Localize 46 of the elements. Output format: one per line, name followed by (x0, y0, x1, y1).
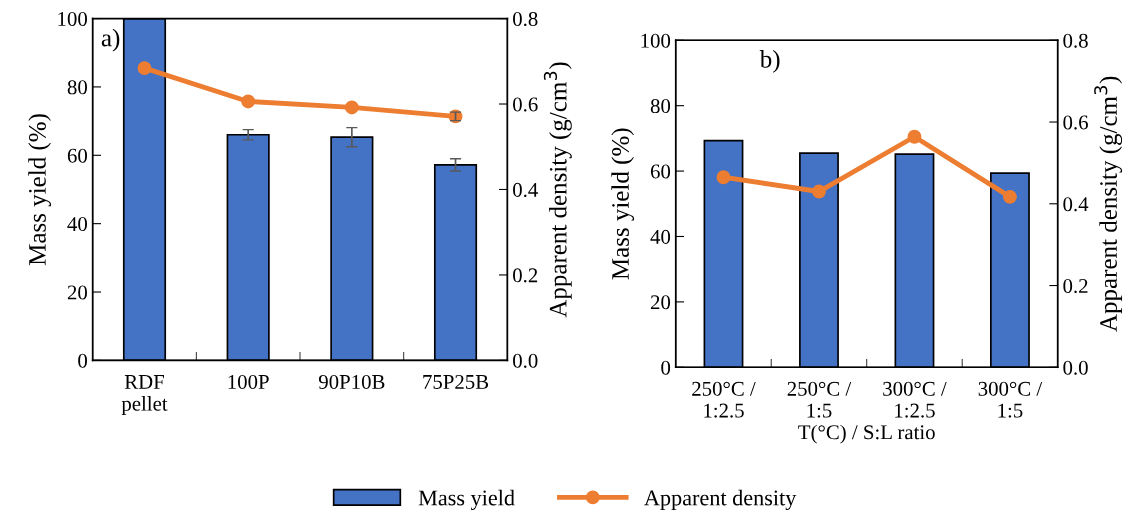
y2-tick-label: 0.8 (1063, 33, 1088, 48)
annotation: b) (759, 50, 780, 73)
point (1002, 189, 1017, 204)
y-tick-label: 100 (58, 11, 87, 26)
y-tick-label: 40 (67, 217, 87, 232)
point (344, 100, 359, 115)
legend-label: Apparent density (644, 489, 797, 510)
x-axis-title: T(°C) / S:L ratio (798, 424, 935, 444)
y-tick-label: 80 (67, 80, 87, 95)
y2-tick-label: 0.2 (513, 268, 538, 283)
y2-tick-label: 0.0 (513, 353, 538, 368)
y-tick-label: 60 (67, 148, 87, 163)
point (241, 94, 256, 109)
x-tick-label: 250°C / 1:2.5 (692, 381, 756, 418)
legend-label: Mass yield (418, 489, 515, 510)
y-axis-title: Mass yield (%) (611, 128, 635, 280)
y-tick-label: 60 (650, 164, 671, 179)
y2-tick-label: 0.6 (1063, 115, 1088, 130)
point (907, 129, 922, 144)
x-tick-label: RDF pellet (121, 375, 168, 415)
y2-axis-title: Apparent density (g/cm$^{3}$) (543, 62, 572, 318)
x-tick-label: 250°C / 1:5 (787, 381, 852, 418)
y-tick-label: 20 (67, 285, 87, 300)
y-tick-label: 100 (641, 33, 671, 48)
annotation: a) (101, 28, 120, 52)
point (716, 170, 731, 185)
y-tick-label: 40 (650, 229, 671, 244)
y2-tick-label: 0.6 (513, 97, 538, 112)
y2-tick-label: 0.0 (1063, 360, 1088, 375)
x-tick-label: 75P25B (423, 374, 489, 389)
y2-tick-label: 0.4 (1063, 197, 1089, 212)
x-tick-label: 300°C / 1:2.5 (883, 381, 947, 418)
y-tick-label: 20 (650, 295, 671, 310)
y2-tick-label: 0.2 (1063, 278, 1088, 294)
x-tick-label: 300°C / 1:5 (978, 381, 1043, 418)
y-tick-label: 0 (78, 353, 87, 368)
y-axis-title: Mass yield (%) (28, 114, 51, 266)
y2-tick-label: 0.4 (513, 182, 538, 197)
x-tick-label: 100P (228, 374, 269, 389)
y-tick-label: 80 (650, 99, 671, 114)
y-tick-label: 0 (661, 360, 671, 375)
x-tick-label: 90P10B (318, 374, 385, 389)
point (812, 184, 826, 199)
y2-tick-label: 0.8 (513, 11, 538, 27)
point (137, 61, 152, 76)
y2-axis-title: Apparent density (g/cm$^{3}$) (1094, 76, 1123, 332)
